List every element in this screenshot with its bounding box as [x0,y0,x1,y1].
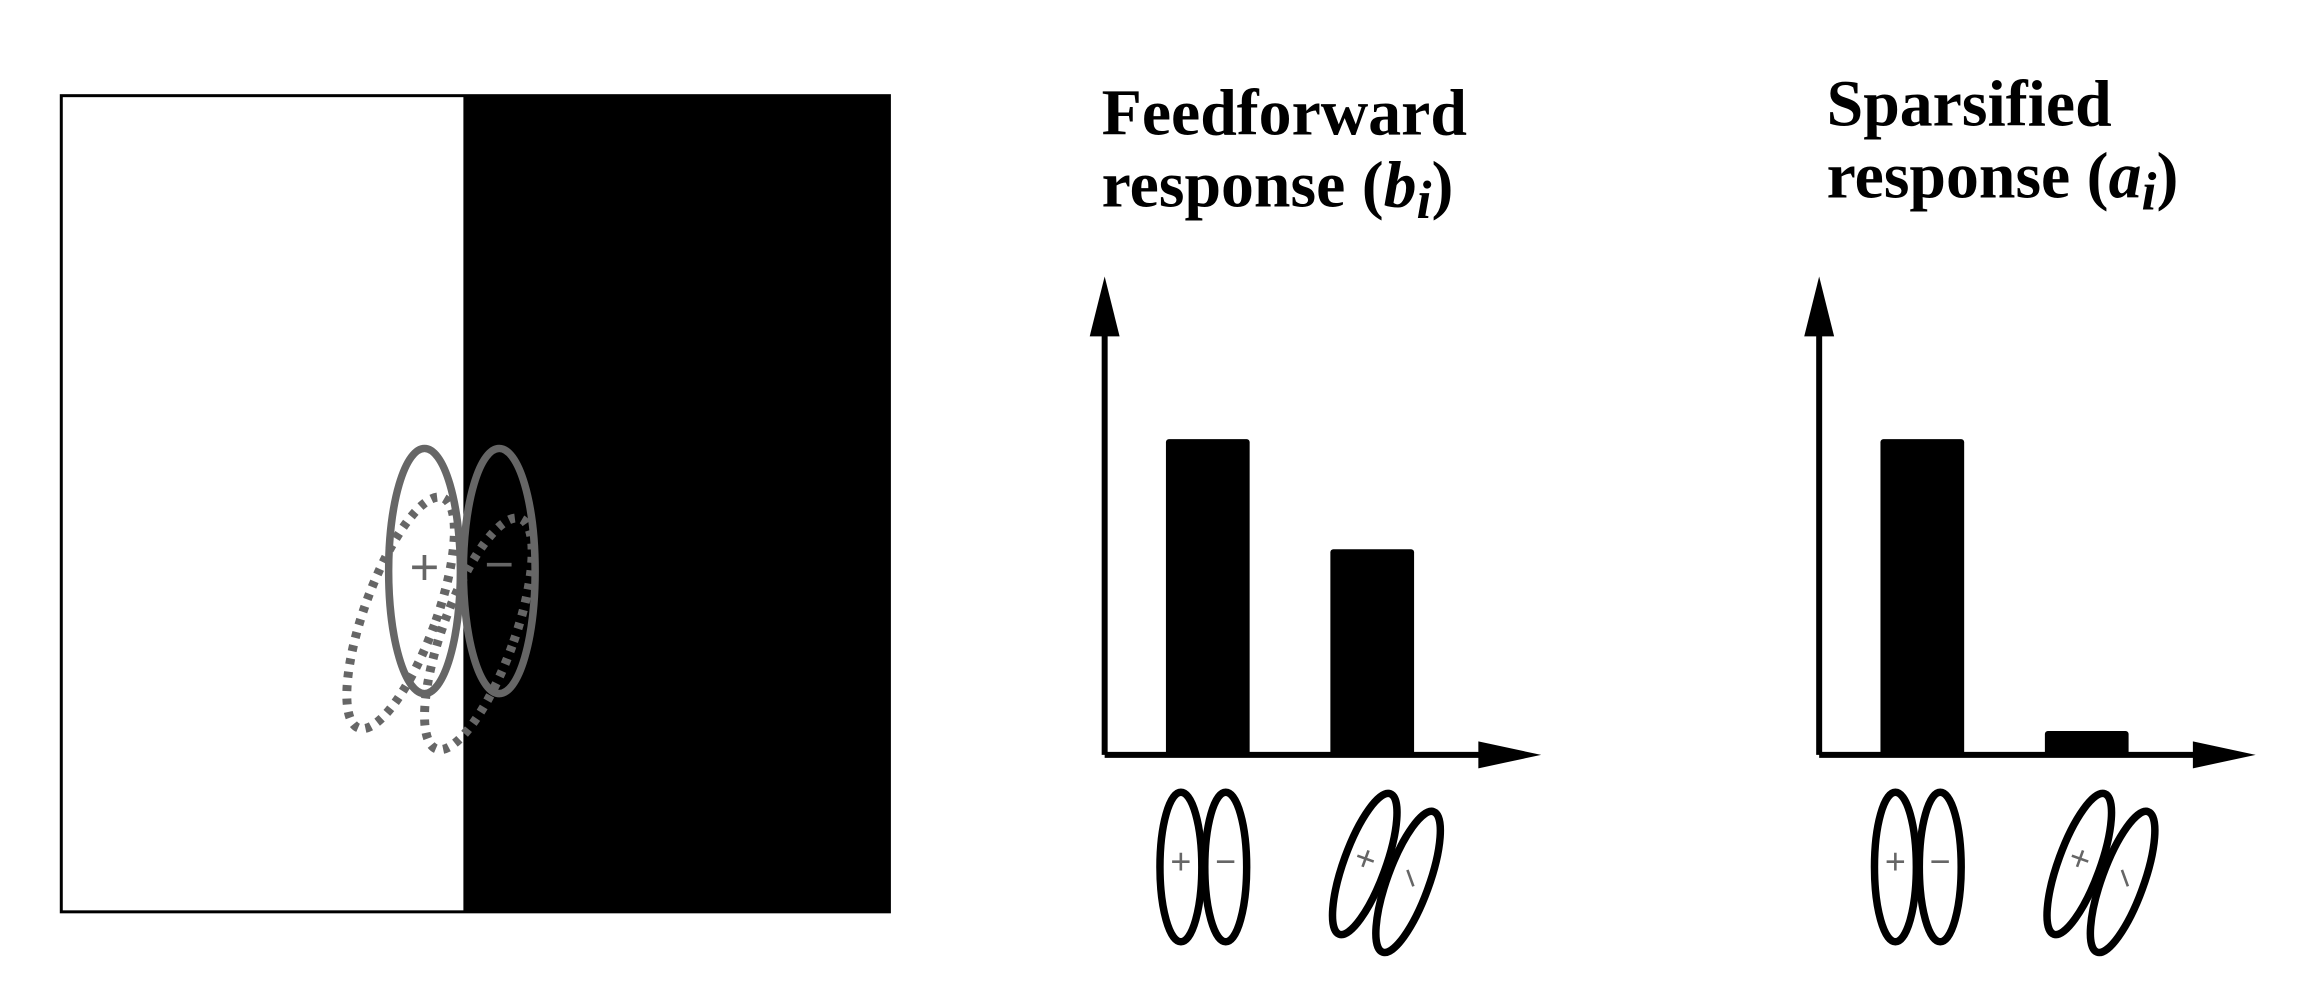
rf-icons [1870,788,2159,957]
title-text: ) [1431,148,1453,221]
icon-sign: + [1170,841,1191,881]
bar [1330,549,1415,755]
rf-tilted-on [342,492,459,734]
receptive-fields [342,444,539,755]
rf-tilted-off [420,513,537,755]
plus-sign: + [410,538,440,595]
stimulus-dark-half [463,95,890,912]
title-text: ) [2156,139,2178,212]
rf-icon [1201,788,1251,946]
rf-icon [1915,788,1965,946]
title-line: response (bi) [1102,148,1454,230]
title-text: response ( [1102,148,1384,221]
icon-sign: − [1930,841,1951,881]
rf-icon [2086,807,2159,957]
icon-sign: + [1885,841,1906,881]
title-variable: b [1384,148,1417,221]
rf-icon [2043,789,2116,939]
bar [1880,439,1965,755]
title-subscript: i [2141,161,2156,221]
title-subscript: i [1417,170,1432,230]
title-variable: a [2109,139,2142,212]
rf-icon [1372,807,1445,957]
title-line: Sparsified [1827,68,2112,141]
y-axis-arrow [1804,276,1835,337]
rf-icon [1328,789,1401,939]
bar [2044,730,2129,755]
y-axis-arrow [1089,276,1120,337]
title-line: response (ai) [1827,139,2179,221]
x-axis-arrow [1478,741,1542,769]
minus-sign: − [484,535,514,592]
x-axis-arrow [2192,741,2256,769]
bar [1165,439,1250,755]
icon-sign: − [1215,841,1236,881]
title-line: Feedforward [1102,77,1467,150]
title-text: response ( [1827,139,2109,212]
rf-icons [1156,788,1445,957]
